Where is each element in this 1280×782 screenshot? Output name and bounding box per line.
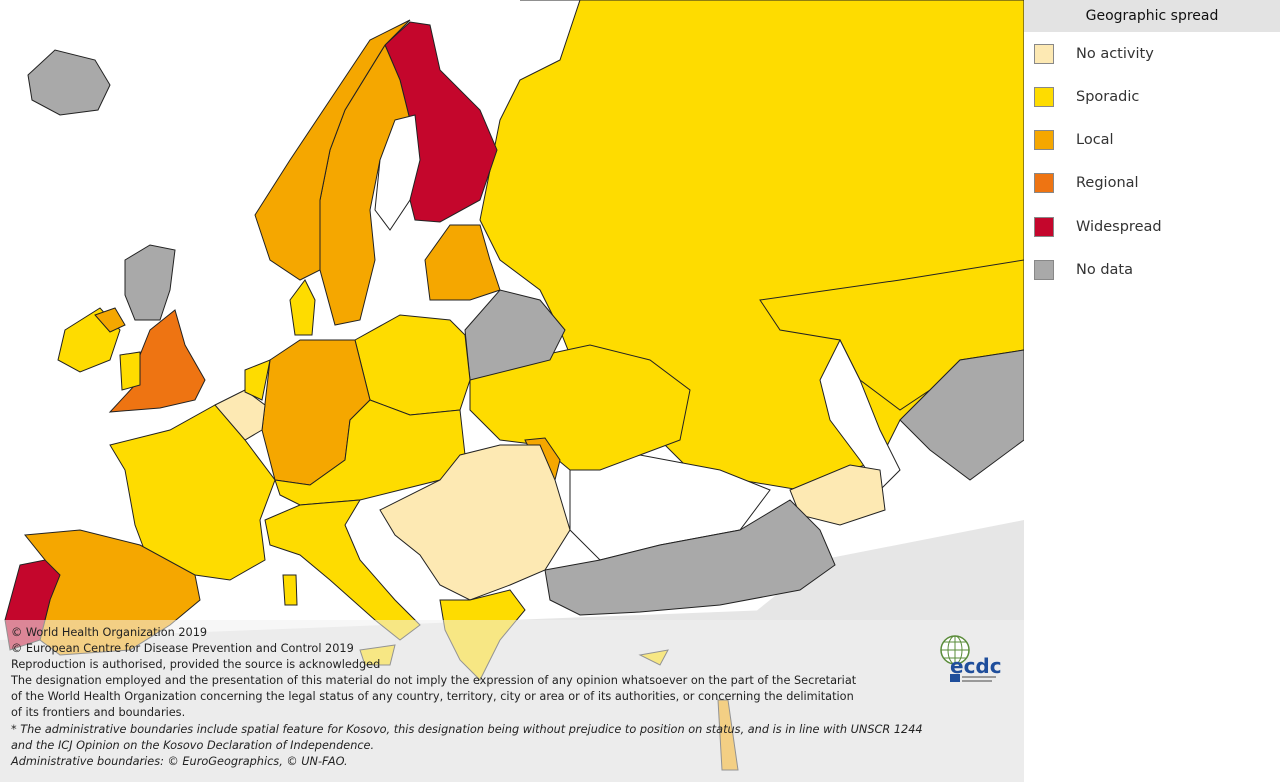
legend-item-local: Local [1034, 129, 1114, 151]
region-netherlands [244, 359, 271, 401]
ecdc-logo-icon [940, 635, 996, 682]
region-poland [354, 314, 471, 416]
gulf-of-bothnia [374, 114, 421, 231]
region-norway [254, 19, 411, 281]
legend-swatch-widespread [1034, 217, 1054, 237]
region-denmark [289, 279, 316, 336]
region-wales [119, 351, 141, 391]
region-scotland [124, 244, 176, 321]
ecdc-logo-text: ecdc [950, 654, 1002, 678]
legend-label-local: Local [1076, 132, 1114, 148]
legend-label-no-data: No data [1076, 262, 1133, 278]
credit-line: © European Centre for Disease Prevention… [11, 642, 354, 655]
legend-swatch-regional [1034, 173, 1054, 193]
credit-line: of the World Health Organization concern… [11, 690, 854, 703]
legend-swatch-no-activity [1034, 44, 1054, 64]
credit-line: of its frontiers and boundaries. [11, 706, 186, 719]
region-belarus [464, 289, 566, 381]
region-baltics [424, 224, 501, 301]
legend-label-regional: Regional [1076, 175, 1139, 191]
legend-swatch-sporadic [1034, 87, 1054, 107]
boundaries-note-line: Administrative boundaries: © EuroGeograp… [11, 755, 348, 768]
region-n-ireland [94, 307, 126, 333]
legend-item-regional: Regional [1034, 172, 1139, 194]
map-svg [0, 0, 1024, 782]
credit-line: The designation employed and the present… [11, 674, 857, 687]
credit-line: Reproduction is authorised, provided the… [11, 658, 381, 671]
kosovo-note-line: * The administrative boundaries include … [11, 723, 923, 736]
region-central-asia [899, 349, 1024, 481]
kosovo-note-line: and the ICJ Opinion on the Kosovo Declar… [11, 739, 375, 752]
legend-swatch-no-data [1034, 260, 1054, 280]
region-ukraine [469, 344, 691, 471]
region-france [109, 404, 276, 581]
legend-label-widespread: Widespread [1076, 219, 1162, 235]
legend-swatch-local [1034, 130, 1054, 150]
legend-title: Geographic spread [1024, 0, 1280, 32]
region-sardinia [282, 574, 298, 606]
legend-item-no-activity: No activity [1034, 43, 1154, 65]
influenza-map [0, 0, 1024, 782]
region-turkey [544, 499, 836, 616]
legend-item-widespread: Widespread [1034, 216, 1162, 238]
ecdc-logo: ecdc [938, 634, 1002, 688]
region-iceland [27, 49, 111, 116]
credit-line: © World Health Organization 2019 [11, 626, 208, 639]
legend-label-no-activity: No activity [1076, 46, 1154, 62]
legend-item-sporadic: Sporadic [1034, 86, 1139, 108]
legend-label-sporadic: Sporadic [1076, 89, 1140, 105]
credits-panel: © World Health Organization 2019 © Europ… [0, 620, 1024, 782]
legend: Geographic spread No activity Sporadic L… [1024, 0, 1280, 782]
region-balkans [379, 444, 571, 601]
legend-item-no-data: No data [1034, 259, 1133, 281]
